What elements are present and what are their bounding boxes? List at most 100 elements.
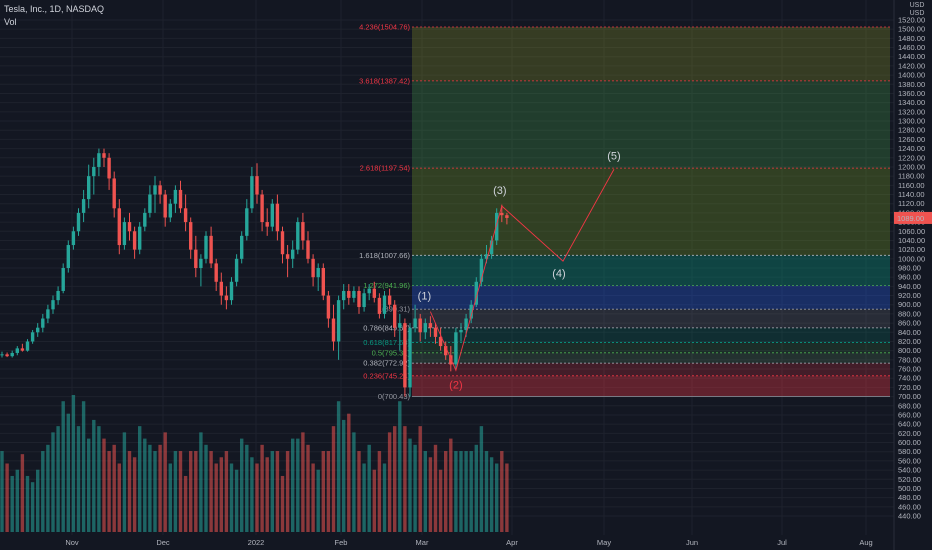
- candle-body: [459, 330, 463, 333]
- candle-body: [153, 185, 157, 195]
- candle-body: [204, 235, 208, 259]
- candle-body: [301, 222, 305, 241]
- volume-bar: [81, 401, 86, 532]
- volume-bar: [219, 457, 223, 532]
- volume-bar: [153, 451, 157, 532]
- volume-bar: [163, 432, 167, 532]
- elliott-wave-drawing[interactable]: (1) (2) (3) (4) (5): [418, 150, 621, 391]
- candle-body: [505, 215, 509, 218]
- fib-level-label: 0.786(849.67): [363, 323, 410, 332]
- volume-bar: [199, 432, 203, 532]
- fib-zone: [412, 26, 890, 81]
- wave-label: (5): [607, 150, 620, 162]
- candle-body: [97, 153, 101, 167]
- price-tick-label: 660.00: [898, 410, 921, 419]
- candle-body: [464, 318, 468, 330]
- price-tick-label: 720.00: [898, 383, 921, 392]
- volume-bar: [270, 451, 274, 532]
- volume-bar: [474, 444, 478, 532]
- volume-bar: [71, 395, 76, 532]
- candle-body: [219, 281, 223, 296]
- price-axis[interactable]: 1520.001500.001480.001460.001440.001420.…: [893, 0, 932, 550]
- volume-bar: [331, 426, 336, 532]
- price-tick-label: 820.00: [898, 337, 921, 346]
- volume-bar: [342, 419, 346, 532]
- candle-body: [296, 222, 300, 250]
- volume-bar: [326, 451, 331, 532]
- volume-bar: [372, 469, 376, 532]
- volume-bar: [117, 463, 121, 532]
- volume-bar: [168, 463, 172, 532]
- fib-zone: [412, 375, 890, 397]
- volume-bar: [178, 451, 183, 532]
- volume-bar: [336, 401, 341, 532]
- price-tick-label: 1020.00: [898, 245, 925, 254]
- volume-bar: [367, 444, 371, 532]
- volume-bar: [61, 401, 65, 532]
- candle-body: [382, 295, 387, 314]
- candle-body: [495, 212, 499, 241]
- price-tick-label: 780.00: [898, 355, 921, 364]
- volume-bar: [362, 463, 366, 532]
- volume-bar: [265, 457, 269, 532]
- fib-level-label: 1.618(1007.66): [359, 251, 410, 260]
- time-tick-label: Jul: [777, 538, 787, 547]
- volume-bar: [408, 438, 412, 532]
- volume-bar: [122, 432, 127, 532]
- price-tick-label: 800.00: [898, 346, 921, 355]
- volume-bar: [500, 451, 504, 532]
- volume-bar: [25, 475, 30, 532]
- price-tick-label: 680.00: [898, 401, 921, 410]
- volume-bar: [10, 475, 14, 532]
- volume-bar: [143, 438, 147, 532]
- candle-body: [92, 166, 96, 177]
- candle-body: [61, 268, 65, 291]
- price-tick-label: 1300.00: [898, 117, 925, 126]
- candle-body: [183, 208, 188, 223]
- price-tick-label: 1500.00: [898, 25, 925, 34]
- price-tick-label: 560.00: [898, 456, 921, 465]
- time-axis[interactable]: Nov Dec 2022 Feb Mar Apr May Jun Jul Aug: [65, 538, 872, 547]
- candle-body: [398, 323, 402, 328]
- candle-body: [428, 323, 433, 328]
- volume-bar: [183, 475, 188, 532]
- volume-bar: [464, 451, 468, 532]
- candle-body: [189, 222, 193, 250]
- last-price-tag: [894, 211, 932, 224]
- candle-body: [0, 354, 4, 356]
- price-tick-label: 1520.00: [898, 16, 925, 25]
- volume-bar: [97, 426, 101, 532]
- fib-zone: [412, 80, 890, 169]
- candle-body: [199, 258, 203, 268]
- candle-body: [250, 176, 254, 209]
- volume-bar: [224, 451, 229, 532]
- fibonacci-extension[interactable]: 0(700.43) 0.236(745.24) 0.382(772.92) 0.5(7…: [359, 22, 890, 401]
- volume-bar: [20, 454, 25, 532]
- currency-line-1: USD: [909, 2, 925, 9]
- symbol-title[interactable]: Tesla, Inc., 1D, NASDAQ: [4, 4, 105, 14]
- volume-bar: [438, 469, 443, 532]
- volume-bar: [347, 413, 351, 532]
- price-tick-label: 1360.00: [898, 89, 925, 98]
- price-tick-label: 1220.00: [898, 153, 925, 162]
- volume-bar: [495, 463, 499, 532]
- candle-body: [423, 323, 427, 333]
- candle-body: [87, 176, 91, 200]
- candle-body: [285, 254, 290, 259]
- volume-bar: [112, 444, 116, 532]
- price-tick-label: 1320.00: [898, 107, 925, 116]
- volume-bar: [209, 451, 213, 532]
- price-tick-label: 900.00: [898, 300, 921, 309]
- volume-label[interactable]: Vol: [4, 17, 17, 27]
- volume-bar: [76, 426, 81, 532]
- candle-body: [326, 295, 331, 319]
- price-tick-label: 1240.00: [898, 144, 925, 153]
- volume-bar: [15, 469, 19, 532]
- candle-body: [316, 268, 320, 278]
- candle-body: [46, 309, 50, 319]
- candle-body: [51, 300, 55, 310]
- currency-label[interactable]: USD USD: [902, 2, 932, 18]
- price-tick-label: 1120.00: [898, 199, 925, 208]
- volume-bar: [311, 463, 315, 532]
